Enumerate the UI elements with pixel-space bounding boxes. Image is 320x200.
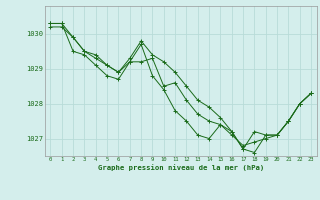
X-axis label: Graphe pression niveau de la mer (hPa): Graphe pression niveau de la mer (hPa) [98,164,264,171]
